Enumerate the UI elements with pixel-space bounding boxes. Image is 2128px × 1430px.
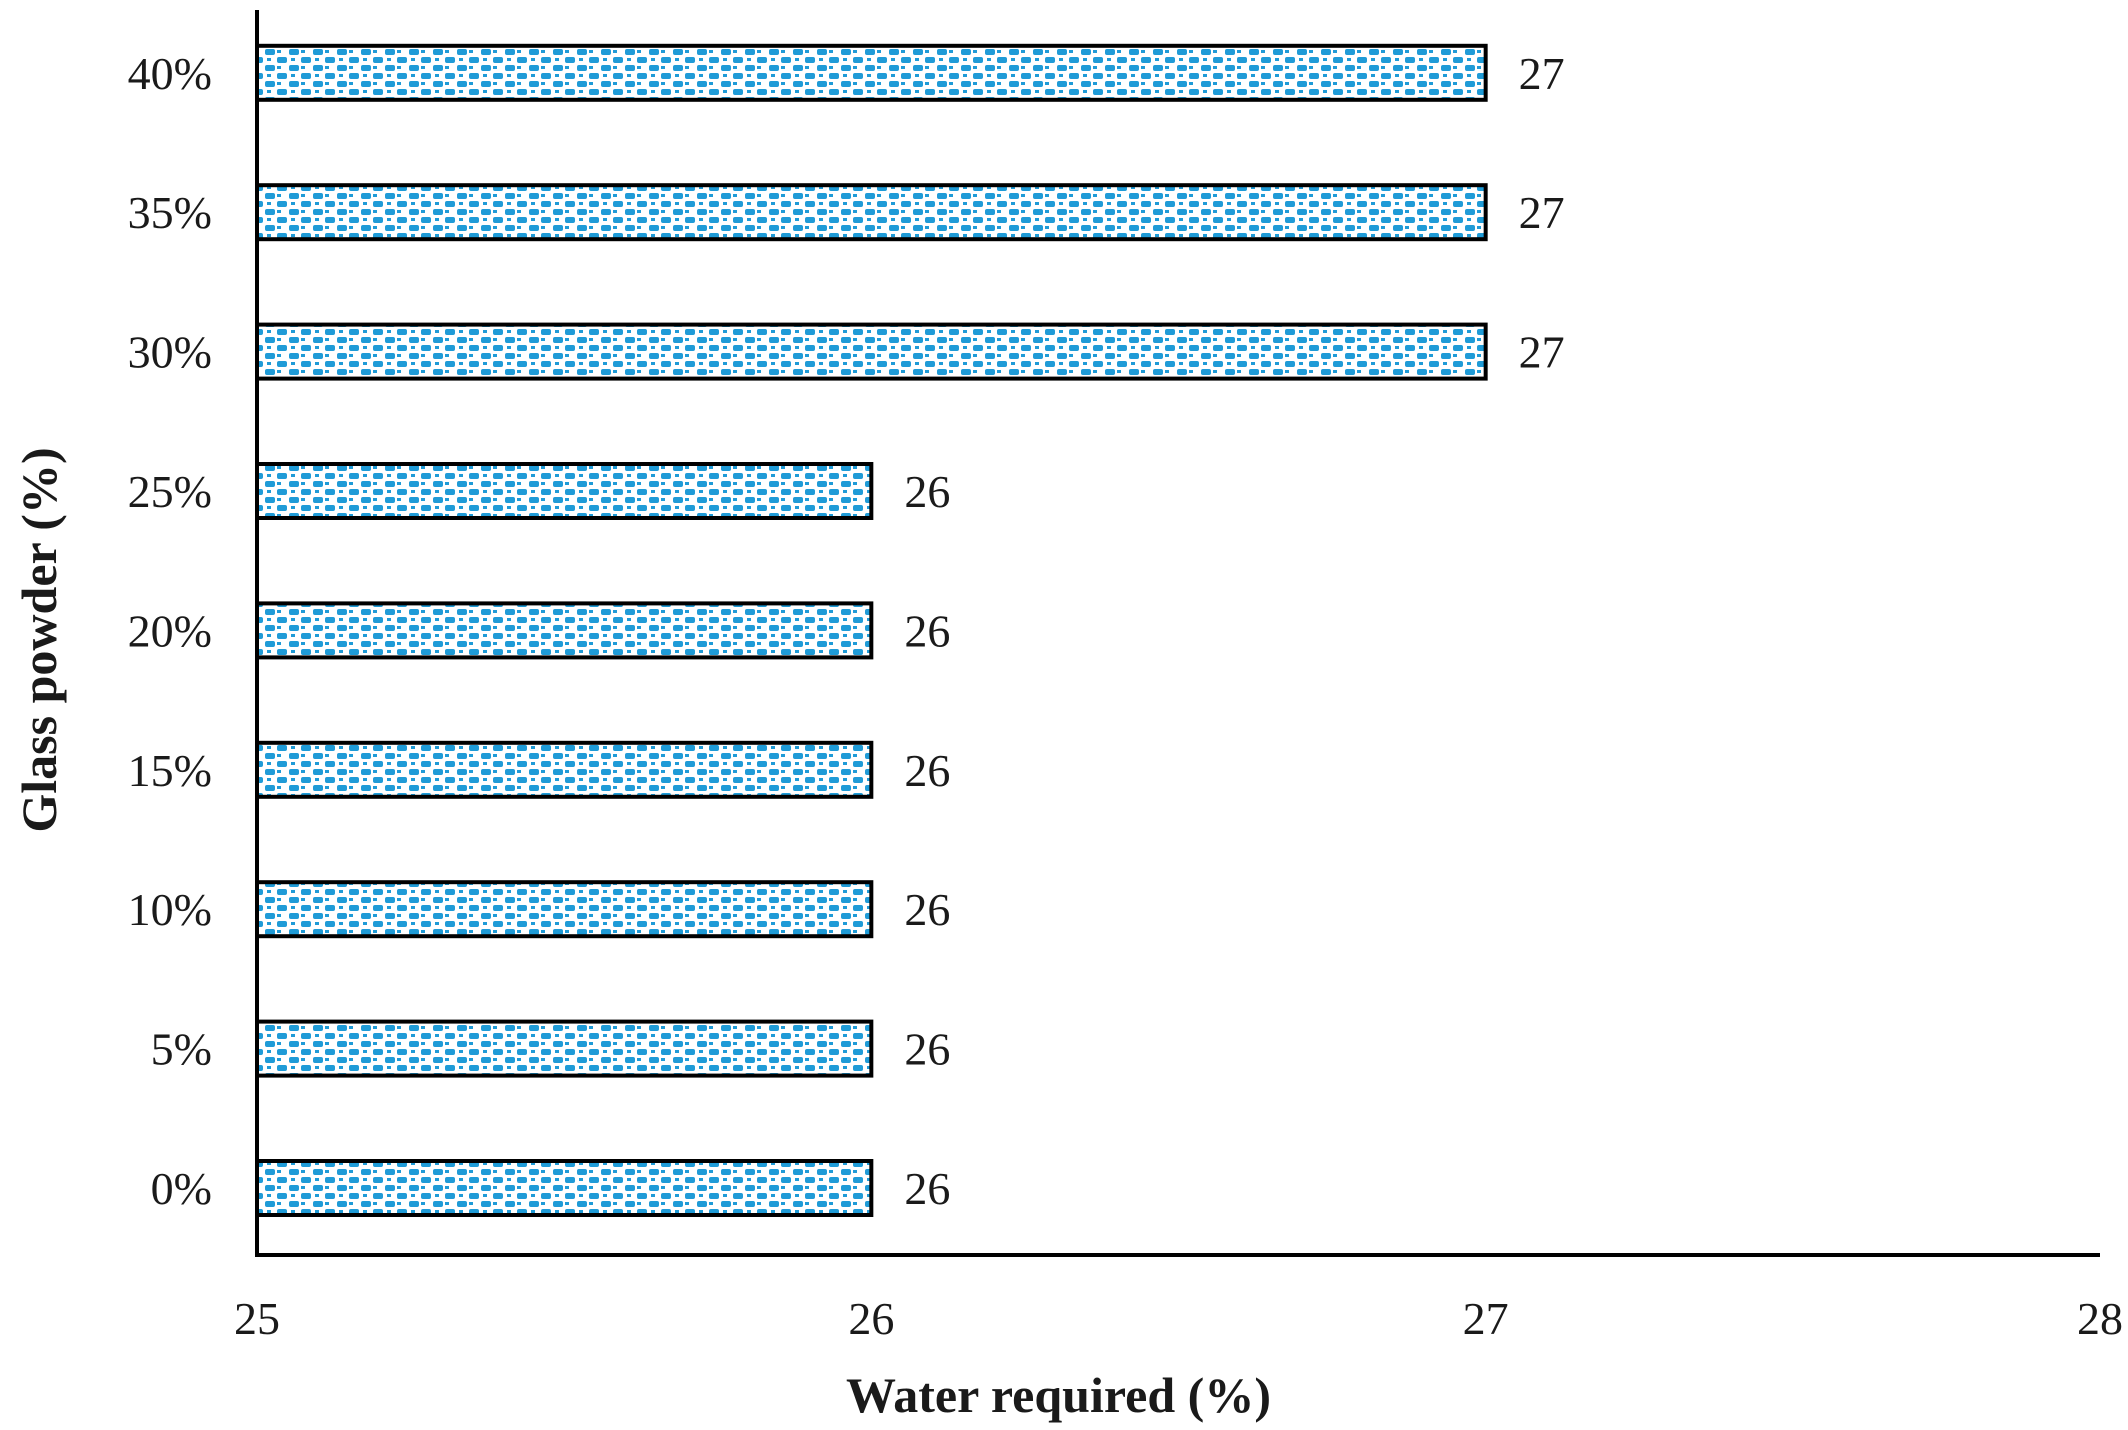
x-tick-label-26: 26 (848, 1293, 894, 1344)
y-tick-labels: 0% 5% 10% 15% 20% 25% 30% 35% 40% (128, 48, 212, 1214)
data-label-25pct: 26 (904, 466, 950, 517)
data-label-15pct: 26 (904, 745, 950, 796)
data-label-40pct: 27 (1519, 48, 1565, 99)
data-label-30pct: 27 (1519, 327, 1565, 378)
bar-25pct (255, 462, 874, 520)
y-tick-label-35pct: 35% (128, 187, 212, 238)
data-label-20pct: 26 (904, 605, 950, 656)
x-tick-labels: 25 26 27 28 (234, 1293, 2123, 1344)
bar-5pct (255, 1019, 874, 1078)
bar-40pct (255, 43, 1488, 102)
y-tick-label-10pct: 10% (128, 884, 212, 935)
y-axis-title: Glass powder (%) (11, 447, 67, 832)
x-tick-label-28: 28 (2077, 1293, 2123, 1344)
y-tick-label-40pct: 40% (128, 48, 212, 99)
y-tick-label-20pct: 20% (128, 605, 212, 656)
bar-20pct (255, 601, 874, 660)
data-label-10pct: 26 (904, 884, 950, 935)
data-label-0pct: 26 (904, 1163, 950, 1214)
bar-10pct (255, 880, 874, 939)
y-tick-label-0pct: 0% (151, 1163, 212, 1214)
bar-15pct (255, 740, 874, 799)
x-axis-title: Water required (%) (846, 1367, 1271, 1423)
bars-layer (255, 43, 1488, 1217)
y-tick-label-5pct: 5% (151, 1024, 212, 1075)
x-tick-label-27: 27 (1463, 1293, 1509, 1344)
data-label-5pct: 26 (904, 1024, 950, 1075)
bar-30pct (255, 322, 1488, 381)
x-tick-label-25: 25 (234, 1293, 280, 1344)
data-labels-layer: 26 26 26 26 26 26 27 27 27 (904, 48, 1564, 1214)
data-label-35pct: 27 (1519, 187, 1565, 238)
bar-0pct (255, 1159, 874, 1217)
bar-35pct (255, 183, 1488, 242)
y-tick-label-25pct: 25% (128, 466, 212, 517)
y-tick-label-15pct: 15% (128, 745, 212, 796)
y-tick-label-30pct: 30% (128, 327, 212, 378)
